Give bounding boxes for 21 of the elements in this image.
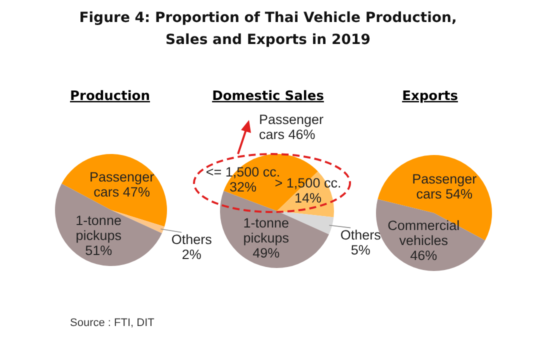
slice-label: Passenger cars 54% <box>412 171 478 202</box>
data-label: 5% <box>350 242 370 258</box>
text: Passenger cars 46% <box>259 112 324 142</box>
slice-label: Others <box>340 227 382 242</box>
chart-title: Domestic Sales <box>212 89 324 104</box>
data-label: 46% <box>410 248 438 264</box>
chart-title: Production <box>70 89 150 104</box>
slice-label: 1-tonne pickups <box>76 213 122 244</box>
slice-label: Commercial vehicles <box>388 218 460 248</box>
data-label: 49% <box>252 245 280 260</box>
data-label: 14% <box>294 190 322 206</box>
pie-slice <box>55 184 162 266</box>
data-label: 32% <box>229 180 257 194</box>
slice-label: Passenger cars 47% <box>90 170 155 200</box>
data-label: 2% <box>182 246 202 262</box>
source-note: Source : FTI, DIT <box>70 317 155 329</box>
slice-label: 1-tonne pickups <box>243 215 290 246</box>
text: Figure 4: Proportion of Thai Vehicle Production, Sales and Exports in 2019 <box>79 10 457 48</box>
slice-label: Others <box>171 232 212 247</box>
data-label: 51% <box>85 243 112 258</box>
chart-title: Exports <box>402 89 458 104</box>
